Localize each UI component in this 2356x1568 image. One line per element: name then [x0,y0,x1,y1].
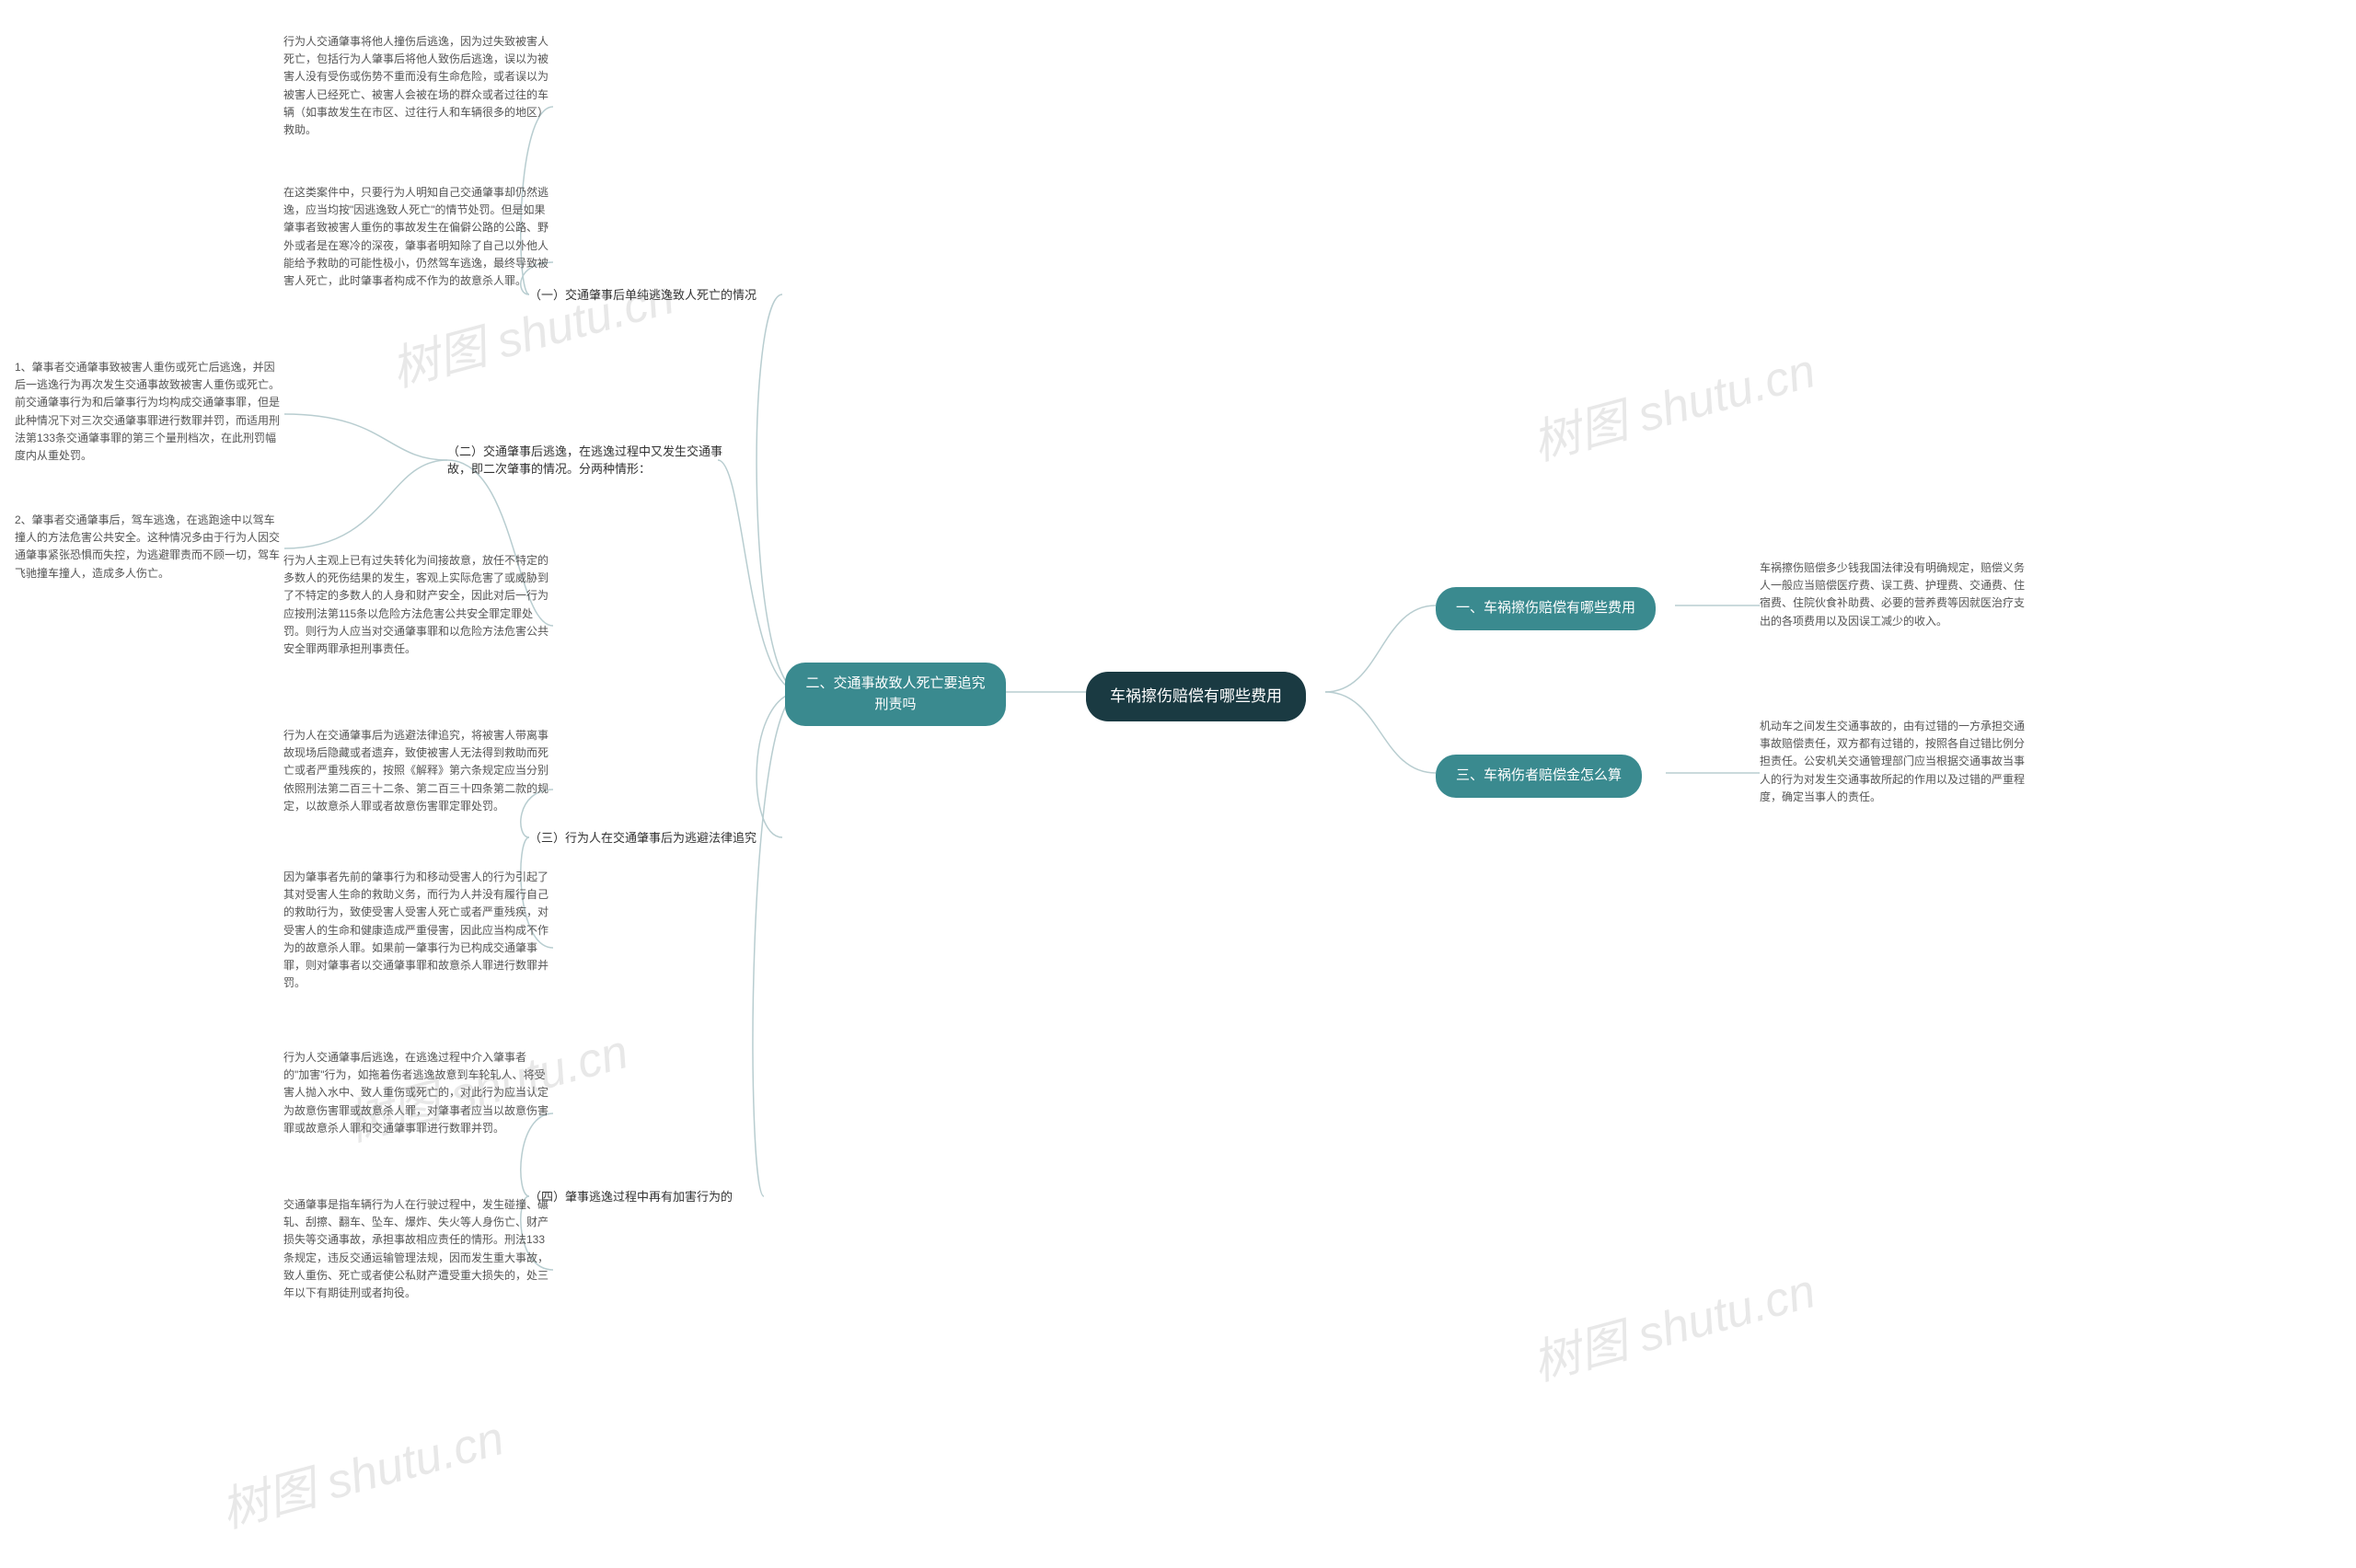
leaf-text: 在这类案件中，只要行为人明知自己交通肇事却仍然逃逸，应当均按"因逃逸致人死亡"的… [283,184,550,290]
watermark: 树图 shutu.cn [1524,1252,1822,1394]
branch-node-right-1[interactable]: 一、车祸擦伤赔偿有哪些费用 [1436,587,1656,630]
center-node[interactable]: 车祸擦伤赔偿有哪些费用 [1086,672,1306,721]
mindmap-canvas: 树图 shutu.cn 树图 shutu.cn 树图 shutu.cn 树图 s… [0,0,2356,1568]
section-label-d[interactable]: （四）肇事逃逸过程中再有加害行为的 [529,1187,733,1205]
leaf-text: 行为人交通肇事将他人撞伤后逃逸，因为过失致被害人死亡，包括行为人肇事后将他人致伤… [283,33,550,139]
watermark: 树图 shutu.cn [1524,332,1822,474]
leaf-text: 行为人主观上已有过失转化为间接故意，放任不特定的多数人的死伤结果的发生，客观上实… [283,552,550,658]
section-label-a[interactable]: （一）交通肇事后单纯逃逸致人死亡的情况 [529,285,756,303]
section-label-b[interactable]: （二）交通肇事后逃逸，在逃逸过程中又发生交通事故，即二次肇事的情况。分两种情形： [447,442,723,477]
leaf-text: 交通肇事是指车辆行为人在行驶过程中，发生碰撞、碾轧、刮擦、翻车、坠车、爆炸、失火… [283,1196,550,1302]
leaf-text: 行为人交通肇事后逃逸，在逃逸过程中介入肇事者的"加害"行为，如拖着伤者逃逸故意到… [283,1049,550,1137]
watermark: 树图 shutu.cn [213,1400,511,1541]
leaf-text: 车祸擦伤赔偿多少钱我国法律没有明确规定，赔偿义务人一般应当赔偿医疗费、误工费、护… [1760,559,2027,630]
leaf-text: 1、肇事者交通肇事致被害人重伤或死亡后逃逸，并因后一逃逸行为再次发生交通事故致被… [15,359,282,465]
leaf-text: 行为人在交通肇事后为逃避法律追究，将被害人带离事故现场后隐藏或者遗弃，致使被害人… [283,727,550,815]
section-label-c[interactable]: （三）行为人在交通肇事后为逃避法律追究 [529,828,756,846]
branch-node-right-2[interactable]: 三、车祸伤者赔偿金怎么算 [1436,755,1642,798]
leaf-text: 2、肇事者交通肇事后，驾车逃逸，在逃跑途中以驾车撞人的方法危害公共安全。这种情况… [15,512,282,582]
branch-node-left-main[interactable]: 二、交通事故致人死亡要追究刑责吗 [785,663,1006,726]
leaf-text: 机动车之间发生交通事故的，由有过错的一方承担交通事故赔偿责任，双方都有过错的，按… [1760,718,2027,806]
leaf-text: 因为肇事者先前的肇事行为和移动受害人的行为引起了其对受害人生命的救助义务，而行为… [283,869,550,992]
